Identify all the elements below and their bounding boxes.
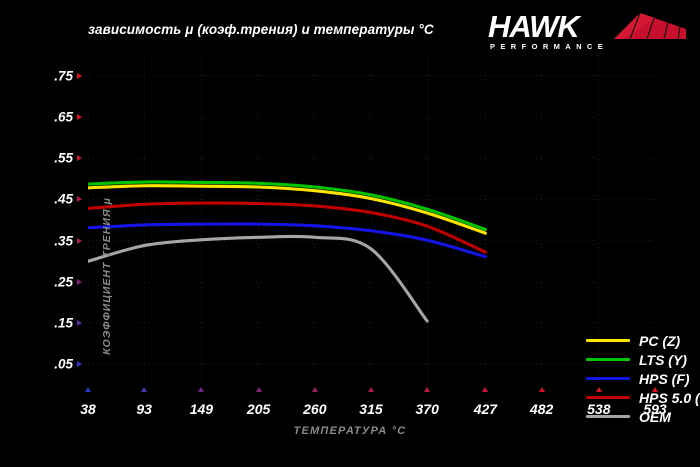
- series-line-hps-5-0-b: [88, 201, 487, 254]
- series-line-lts-y: [88, 180, 487, 232]
- legend-label: OEM: [639, 408, 671, 425]
- x-tick-arrow-icon: [482, 387, 489, 392]
- series-line-hps-f: [88, 222, 487, 259]
- y-tick-arrow-icon: [77, 278, 82, 285]
- x-tick-arrow-icon: [255, 387, 262, 392]
- x-tick-arrow-icon: [595, 387, 602, 392]
- x-tick-label: 538: [587, 401, 611, 417]
- y-tick-arrow-icon: [77, 361, 82, 368]
- x-tick-arrow-icon: [652, 387, 658, 392]
- y-tick-label: .05: [54, 356, 73, 372]
- x-tick-arrow-icon: [311, 387, 318, 392]
- legend-item[interactable]: HPS (F): [586, 369, 700, 388]
- brand-tagline: PERFORMANCE: [490, 42, 609, 51]
- brand-wordmark: HAWK: [488, 9, 580, 44]
- legend-item[interactable]: LTS (Y): [586, 350, 700, 369]
- chart-legend: PC (Z) LTS (Y) HPS (F) HPS 5.0 (B) OEM: [586, 331, 700, 426]
- x-tick-label: 482: [529, 401, 554, 417]
- x-tick-arrow-icon: [198, 387, 205, 392]
- x-tick-label: 427: [473, 401, 498, 417]
- x-tick-label: 260: [303, 401, 327, 417]
- x-tick-arrow-icon: [141, 387, 148, 392]
- y-tick-label: .35: [54, 233, 73, 249]
- x-tick-arrow-icon: [538, 387, 545, 392]
- series-line-pc-z: [88, 184, 487, 235]
- x-axis-ticks: 38 93 149 205 260 315 370 427 482 538 593: [80, 385, 667, 425]
- y-tick-arrow-icon: [77, 320, 82, 327]
- wing-icon: [614, 12, 686, 40]
- y-tick-arrow-icon: [77, 237, 82, 244]
- legend-label: HPS (F): [639, 370, 690, 387]
- legend-swatch: [586, 339, 630, 342]
- legend-swatch: [586, 358, 630, 361]
- chart-svg: [88, 55, 655, 385]
- y-tick-label: .45: [54, 191, 73, 207]
- legend-item[interactable]: OEM: [586, 407, 700, 426]
- x-tick-label: 315: [359, 401, 383, 417]
- x-tick-arrow-icon: [85, 387, 91, 392]
- x-tick-arrow-icon: [367, 387, 374, 392]
- y-tick-label: .75: [54, 68, 73, 84]
- x-tick-label: 370: [415, 401, 439, 417]
- hawk-logo: HAWK PERFORMANCE: [488, 10, 688, 54]
- y-tick-label: .25: [54, 274, 73, 290]
- legend-item[interactable]: HPS 5.0 (B): [586, 388, 700, 407]
- legend-label: LTS (Y): [639, 351, 687, 368]
- chart-title: зависимость μ (коэф.трения) и температур…: [88, 22, 434, 37]
- x-tick-label: 205: [246, 401, 271, 417]
- x-tick-arrow-icon: [424, 387, 431, 392]
- x-axis-title: ТЕМПЕРАТУРА °C: [293, 425, 407, 437]
- legend-swatch: [586, 396, 630, 399]
- y-tick-label: .55: [54, 150, 73, 166]
- x-tick-label: 149: [189, 401, 214, 417]
- series-line-oem: [88, 234, 429, 323]
- plot-area: КОЭФФИЦИЕНТ ТРЕНИЯ μ PC (Z) LTS (Y) HPS (F…: [88, 55, 700, 425]
- y-tick-label: .65: [54, 109, 73, 125]
- y-axis-title: КОЭФФИЦИЕНТ ТРЕНИЯ μ: [101, 197, 113, 355]
- y-tick-arrow-icon: [77, 72, 82, 79]
- grid-lines: [88, 55, 655, 385]
- legend-item[interactable]: PC (Z): [586, 331, 700, 350]
- axis-lines: [88, 55, 655, 385]
- data-series-group: [88, 180, 487, 323]
- x-tick-label: 593: [643, 401, 667, 417]
- legend-label: PC (Z): [639, 332, 681, 349]
- y-tick-arrow-icon: [77, 196, 82, 203]
- x-tick-label: 38: [80, 401, 96, 417]
- y-axis-ticks: .05 .15 .25 .35 .45 .55 .65 .75: [0, 55, 88, 385]
- legend-swatch: [586, 415, 630, 418]
- y-tick-label: .15: [54, 315, 73, 331]
- x-tick-label: 93: [136, 401, 152, 417]
- y-tick-arrow-icon: [77, 113, 82, 120]
- y-tick-arrow-icon: [77, 155, 82, 162]
- legend-label: HPS 5.0 (B): [639, 389, 700, 406]
- legend-swatch: [586, 377, 630, 380]
